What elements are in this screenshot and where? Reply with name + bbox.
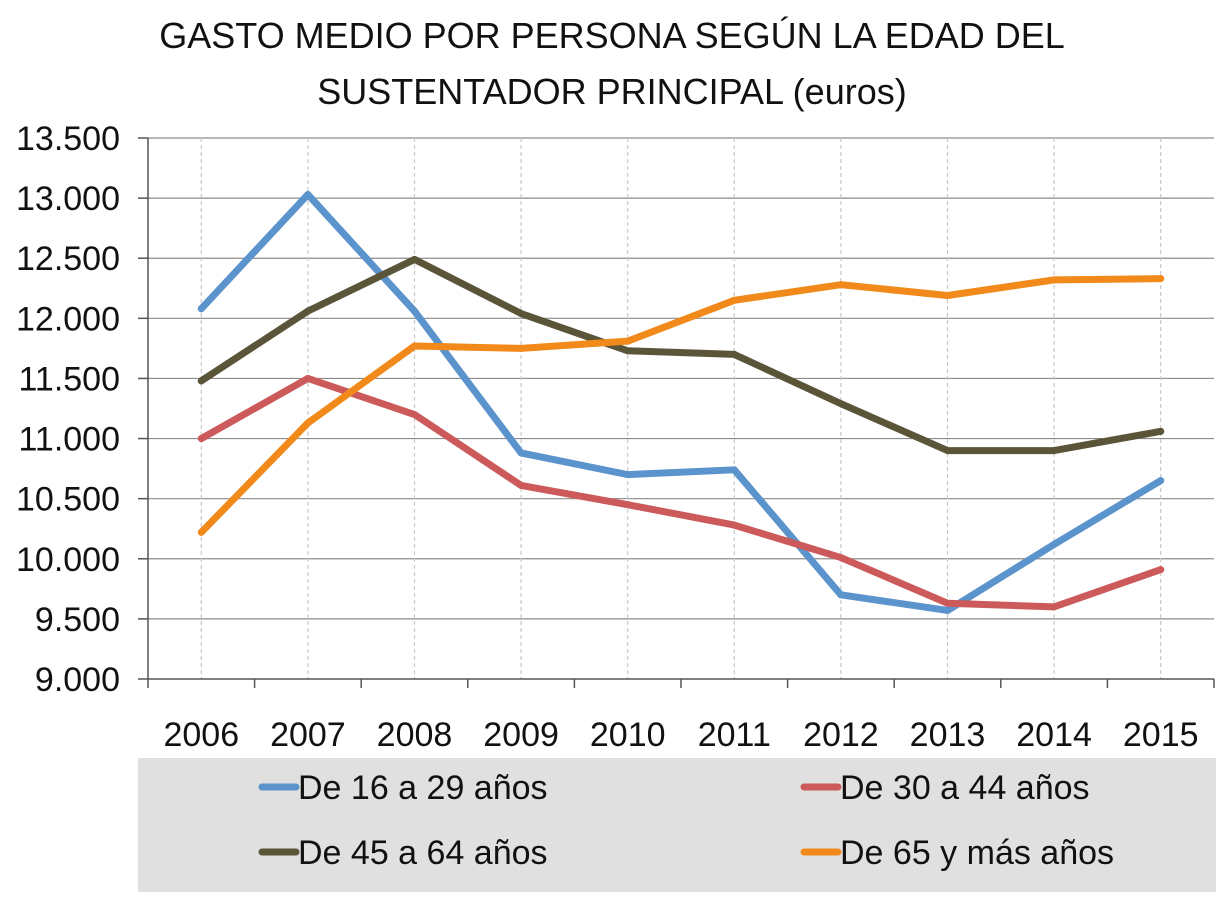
data-point-de-16-a-29-anos — [411, 307, 418, 315]
data-point-de-45-a-64-anos — [517, 310, 525, 318]
data-point-de-45-a-64-anos — [1157, 427, 1165, 435]
data-point-de-16-a-29-anos — [197, 305, 205, 313]
data-point-de-30-a-44-anos — [517, 481, 525, 489]
y-tick-label: 11.000 — [19, 421, 120, 459]
y-tick-label: 13.500 — [16, 120, 120, 158]
series-line-de-30-a-44-anos — [197, 374, 1165, 611]
data-point-de-30-a-44-anos — [944, 599, 951, 607]
y-tick-label: 12.000 — [16, 300, 120, 338]
axes — [138, 137, 1215, 688]
data-point-de-30-a-44-anos — [197, 435, 205, 443]
data-point-de-65-y-mas-anos — [517, 344, 525, 352]
legend-label: De 30 a 44 años — [840, 769, 1090, 807]
data-point-de-65-y-mas-anos — [944, 291, 951, 299]
data-point-de-45-a-64-anos — [624, 347, 632, 355]
data-point-de-45-a-64-anos — [837, 400, 845, 408]
legend-label: De 65 y más años — [840, 834, 1114, 872]
data-point-de-30-a-44-anos — [1157, 566, 1165, 574]
x-tick-label: 2009 — [483, 716, 559, 754]
data-point-de-30-a-44-anos — [304, 374, 312, 382]
x-tick-label: 2010 — [590, 716, 666, 754]
y-tick-label: 13.000 — [16, 180, 120, 218]
legend-label: De 16 a 29 años — [298, 769, 548, 807]
chart-title: GASTO MEDIO POR PERSONA SEGÚN LA EDAD DE… — [159, 15, 1065, 56]
series-lines — [197, 191, 1165, 614]
data-point-de-30-a-44-anos — [730, 521, 738, 529]
data-point-de-65-y-mas-anos — [304, 419, 312, 427]
data-point-de-16-a-29-anos — [304, 191, 312, 199]
series-line-de-65-y-mas-anos — [197, 275, 1165, 536]
y-tick-label: 12.500 — [16, 240, 120, 278]
data-point-de-30-a-44-anos — [411, 411, 418, 419]
data-point-de-16-a-29-anos — [730, 466, 738, 474]
data-point-de-65-y-mas-anos — [624, 337, 632, 345]
data-point-de-30-a-44-anos — [1050, 603, 1058, 611]
data-point-de-45-a-64-anos — [304, 307, 312, 315]
series-line-de-45-a-64-anos — [197, 255, 1165, 455]
legend-background — [138, 758, 1216, 892]
x-tick-label: 2013 — [910, 716, 986, 754]
x-tick-label: 2015 — [1123, 716, 1199, 754]
data-point-de-16-a-29-anos — [1050, 540, 1058, 548]
y-tick-label: 10.500 — [16, 481, 120, 519]
data-point-de-16-a-29-anos — [517, 449, 525, 457]
y-tick-labels: 9.000 9.500 10.000 10.500 11.000 11.500 12.000… — [16, 120, 120, 699]
x-tick-label: 2011 — [698, 716, 771, 754]
data-point-de-16-a-29-anos — [1157, 477, 1165, 485]
data-point-de-16-a-29-anos — [837, 591, 845, 599]
data-point-de-65-y-mas-anos — [197, 528, 205, 536]
series-line-de-16-a-29-anos — [197, 191, 1165, 614]
gridlines — [148, 137, 1214, 679]
data-point-de-45-a-64-anos — [411, 255, 418, 263]
data-point-de-45-a-64-anos — [944, 447, 951, 455]
y-tick-label: 9.000 — [35, 661, 120, 699]
legend-label: De 45 a 64 años — [298, 834, 548, 872]
y-tick-label: 10.000 — [16, 541, 120, 579]
data-point-de-65-y-mas-anos — [730, 296, 738, 304]
data-point-de-65-y-mas-anos — [1157, 275, 1165, 283]
chart-subtitle: SUSTENTADOR PRINCIPAL (euros) — [317, 71, 906, 112]
x-tick-labels: 2006 2007 2008 2009 2010 2011 2012 2013 2014 2015 — [163, 716, 1198, 754]
data-point-de-16-a-29-anos — [624, 471, 632, 479]
x-tick-label: 2014 — [1016, 716, 1092, 754]
data-point-de-30-a-44-anos — [837, 554, 845, 562]
data-point-de-45-a-64-anos — [1050, 447, 1058, 455]
data-point-de-30-a-44-anos — [624, 501, 632, 509]
data-point-de-45-a-64-anos — [730, 350, 738, 358]
x-tick-label: 2007 — [270, 716, 346, 754]
data-point-de-65-y-mas-anos — [837, 281, 845, 289]
y-tick-label: 11.500 — [19, 360, 120, 398]
legend: De 16 a 29 años De 30 a 44 años De 45 a 64… — [258, 769, 1114, 872]
data-point-de-65-y-mas-anos — [411, 342, 418, 350]
data-point-de-16-a-29-anos — [944, 606, 951, 614]
x-tick-label: 2012 — [803, 716, 879, 754]
data-point-de-65-y-mas-anos — [1050, 276, 1058, 284]
y-tick-label: 9.500 — [35, 601, 120, 639]
x-tick-label: 2006 — [163, 716, 239, 754]
x-tick-label: 2008 — [377, 716, 453, 754]
data-point-de-45-a-64-anos — [197, 377, 205, 385]
